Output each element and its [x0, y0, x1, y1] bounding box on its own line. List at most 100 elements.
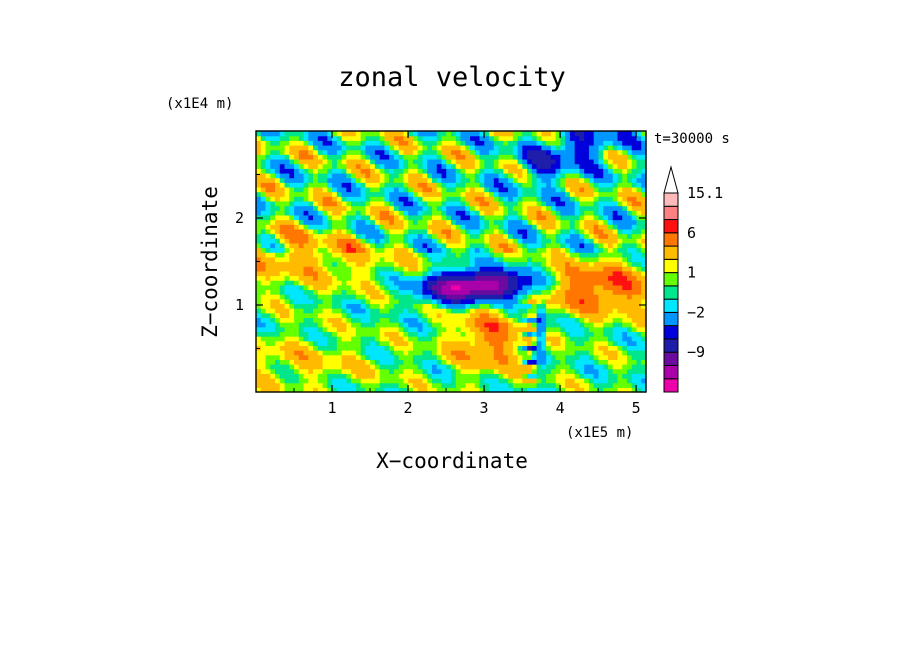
heatmap-cell	[422, 191, 428, 197]
heatmap-cell	[427, 247, 433, 253]
heatmap-cell	[536, 261, 542, 267]
heatmap-cell	[465, 354, 471, 360]
heatmap-cell	[279, 322, 286, 328]
heatmap-cell	[270, 387, 276, 393]
heatmap-cell	[503, 294, 509, 300]
heatmap-cell	[460, 289, 466, 295]
heatmap-cell	[374, 382, 381, 388]
heatmap-cell	[550, 186, 557, 193]
heatmap-cell	[427, 373, 433, 379]
heatmap-cell	[455, 140, 462, 146]
heatmap-cell	[313, 303, 319, 309]
heatmap-cell	[493, 312, 500, 319]
heatmap-cell	[493, 191, 500, 197]
heatmap-cell	[408, 196, 414, 202]
heatmap-cell	[512, 177, 519, 183]
heatmap-cell	[360, 238, 366, 244]
heatmap-cell	[636, 168, 642, 174]
heatmap-cell	[541, 326, 547, 333]
heatmap-cell	[446, 340, 452, 346]
heatmap-cell	[322, 182, 328, 188]
heatmap-cell	[569, 289, 576, 295]
heatmap-cell	[355, 242, 362, 249]
heatmap-cell	[522, 322, 528, 328]
heatmap-cell	[465, 298, 471, 305]
heatmap-cell	[598, 382, 604, 388]
heatmap-cell	[470, 270, 476, 277]
heatmap-cell	[403, 163, 409, 169]
heatmap-cell	[303, 354, 309, 360]
heatmap-cell	[546, 224, 552, 230]
heatmap-cell	[351, 214, 357, 221]
heatmap-cell	[398, 275, 405, 281]
heatmap-cell	[569, 149, 576, 155]
heatmap-cell	[389, 270, 395, 277]
heatmap-cell	[474, 256, 481, 263]
heatmap-cell	[641, 182, 647, 188]
heatmap-cell	[446, 373, 452, 379]
heatmap-cell	[389, 177, 395, 183]
heatmap-cell	[565, 364, 571, 370]
heatmap-cell	[313, 252, 319, 258]
heatmap-cell	[489, 219, 495, 225]
heatmap-cell	[317, 168, 324, 174]
heatmap-cell	[584, 149, 590, 155]
heatmap-cell	[256, 168, 262, 174]
heatmap-cell	[455, 289, 462, 295]
heatmap-cell	[436, 186, 443, 193]
heatmap-cell	[484, 205, 490, 211]
heatmap-cell	[422, 284, 428, 291]
heatmap-cell	[546, 205, 552, 211]
heatmap-cell	[626, 322, 633, 328]
heatmap-cell	[550, 191, 557, 197]
heatmap-cell	[431, 214, 438, 221]
heatmap-cell	[303, 158, 309, 165]
heatmap-cell	[584, 242, 590, 249]
heatmap-cell	[403, 205, 409, 211]
heatmap-cell	[374, 378, 381, 384]
heatmap-cell	[256, 200, 262, 207]
heatmap-cell	[512, 336, 519, 342]
heatmap-cell	[398, 308, 405, 314]
heatmap-cell	[436, 364, 443, 370]
heatmap-cell	[465, 280, 471, 286]
heatmap-cell	[379, 261, 386, 267]
colorbar-box	[663, 325, 679, 340]
heatmap-cell	[384, 368, 390, 374]
heatmap-cell	[393, 266, 400, 272]
heatmap-cell	[584, 322, 590, 328]
heatmap-cell	[493, 336, 500, 342]
heatmap-cell	[408, 294, 414, 300]
heatmap-cell	[531, 238, 538, 244]
heatmap-cell	[588, 289, 595, 295]
heatmap-cell	[593, 191, 600, 197]
heatmap-cell	[565, 336, 571, 342]
heatmap-cell	[417, 284, 424, 291]
heatmap-cell	[479, 224, 485, 230]
heatmap-cell	[493, 228, 500, 235]
heatmap-cell	[422, 200, 428, 207]
heatmap-cell	[284, 350, 290, 356]
heatmap-cell	[398, 364, 405, 370]
heatmap-cell	[360, 350, 366, 356]
heatmap-cell	[546, 144, 552, 151]
heatmap-cell	[607, 317, 614, 323]
heatmap-cell	[503, 135, 509, 141]
heatmap-cell	[626, 158, 633, 165]
heatmap-cell	[593, 149, 600, 155]
heatmap-cell	[470, 247, 476, 253]
heatmap-cell	[351, 256, 357, 263]
heatmap-cell	[617, 135, 623, 141]
heatmap-cell	[303, 144, 309, 151]
heatmap-cell	[546, 214, 552, 221]
heatmap-cell	[617, 228, 623, 235]
heatmap-cell	[622, 252, 628, 258]
heatmap-cell	[555, 289, 561, 295]
heatmap-cell	[593, 270, 600, 277]
heatmap-cell	[517, 149, 523, 155]
heatmap-cell	[508, 177, 514, 183]
heatmap-cell	[355, 364, 362, 370]
heatmap-cell	[403, 186, 409, 193]
heatmap-cell	[503, 312, 509, 319]
heatmap-cell	[408, 317, 414, 323]
